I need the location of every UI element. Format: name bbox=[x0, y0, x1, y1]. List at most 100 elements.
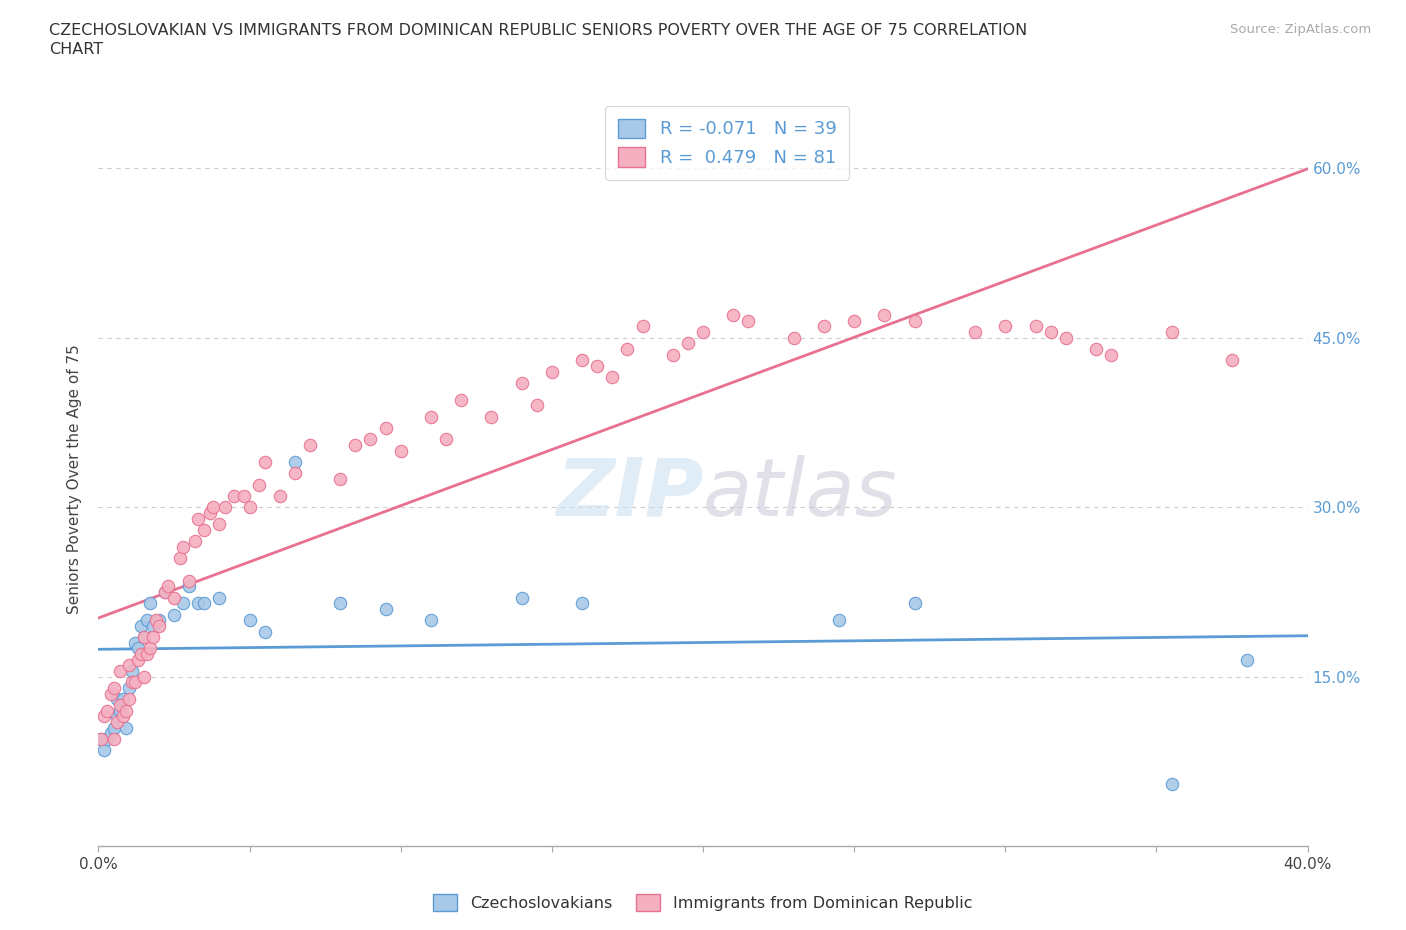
Point bbox=[153, 585, 176, 600]
Point bbox=[118, 681, 141, 696]
Point bbox=[284, 455, 307, 470]
Point bbox=[284, 466, 307, 481]
Point bbox=[129, 618, 152, 633]
Point bbox=[1236, 652, 1258, 667]
Point bbox=[329, 472, 352, 486]
Point bbox=[96, 732, 118, 747]
Point bbox=[420, 613, 443, 628]
Point bbox=[374, 602, 396, 617]
Point bbox=[723, 308, 745, 323]
Point bbox=[510, 376, 533, 391]
Point bbox=[813, 319, 835, 334]
Point bbox=[100, 725, 122, 740]
Point bbox=[139, 596, 162, 611]
Y-axis label: Seniors Poverty Over the Age of 75: Seniors Poverty Over the Age of 75 bbox=[67, 344, 83, 614]
Point bbox=[1054, 330, 1077, 345]
Point bbox=[239, 499, 262, 514]
Point bbox=[169, 551, 191, 565]
Point bbox=[1024, 319, 1046, 334]
Point bbox=[586, 358, 609, 373]
Point bbox=[184, 534, 207, 549]
Point bbox=[132, 630, 155, 644]
Point bbox=[172, 539, 194, 554]
Point bbox=[224, 488, 246, 503]
Point bbox=[631, 319, 654, 334]
Point bbox=[389, 444, 412, 458]
Point bbox=[148, 618, 170, 633]
Point bbox=[187, 596, 209, 611]
Point bbox=[214, 499, 236, 514]
Point bbox=[253, 455, 276, 470]
Point bbox=[179, 573, 201, 588]
Point bbox=[108, 664, 131, 679]
Point bbox=[93, 743, 115, 758]
Point bbox=[965, 325, 987, 339]
Point bbox=[510, 591, 533, 605]
Point bbox=[148, 613, 170, 628]
Point bbox=[247, 477, 270, 492]
Point bbox=[1160, 777, 1182, 791]
Point bbox=[1220, 352, 1243, 367]
Point bbox=[208, 517, 231, 532]
Legend: Czechoslovakians, Immigrants from Dominican Republic: Czechoslovakians, Immigrants from Domini… bbox=[427, 888, 979, 917]
Point bbox=[571, 352, 593, 367]
Point bbox=[124, 675, 146, 690]
Text: ZIP: ZIP bbox=[555, 455, 703, 533]
Point bbox=[571, 596, 593, 611]
Point bbox=[118, 658, 141, 673]
Text: atlas: atlas bbox=[703, 455, 898, 533]
Point bbox=[232, 488, 254, 503]
Point bbox=[103, 681, 125, 696]
Point bbox=[132, 630, 155, 644]
Point bbox=[526, 398, 548, 413]
Point bbox=[90, 732, 112, 747]
Point bbox=[1160, 325, 1182, 339]
Point bbox=[661, 347, 683, 362]
Point bbox=[103, 732, 125, 747]
Point bbox=[105, 714, 128, 729]
Point bbox=[873, 308, 896, 323]
Point bbox=[96, 703, 118, 718]
Point bbox=[142, 630, 165, 644]
Point bbox=[420, 409, 443, 424]
Point bbox=[121, 675, 143, 690]
Point bbox=[208, 591, 231, 605]
Point bbox=[692, 325, 714, 339]
Point bbox=[1039, 325, 1062, 339]
Point bbox=[676, 336, 699, 351]
Text: Source: ZipAtlas.com: Source: ZipAtlas.com bbox=[1230, 23, 1371, 36]
Point bbox=[124, 635, 146, 650]
Point bbox=[100, 686, 122, 701]
Point bbox=[114, 703, 136, 718]
Point bbox=[434, 432, 457, 446]
Point bbox=[172, 596, 194, 611]
Point bbox=[127, 652, 149, 667]
Point bbox=[481, 409, 503, 424]
Point bbox=[156, 578, 179, 593]
Text: CHART: CHART bbox=[49, 42, 103, 57]
Point bbox=[904, 596, 927, 611]
Point bbox=[193, 523, 215, 538]
Point bbox=[193, 596, 215, 611]
Point bbox=[135, 646, 157, 661]
Point bbox=[132, 670, 155, 684]
Text: CZECHOSLOVAKIAN VS IMMIGRANTS FROM DOMINICAN REPUBLIC SENIORS POVERTY OVER THE A: CZECHOSLOVAKIAN VS IMMIGRANTS FROM DOMIN… bbox=[49, 23, 1028, 38]
Point bbox=[1099, 347, 1122, 362]
Point bbox=[121, 664, 143, 679]
Point bbox=[540, 365, 562, 379]
Point bbox=[783, 330, 806, 345]
Point bbox=[129, 646, 152, 661]
Point bbox=[616, 341, 638, 356]
Point bbox=[450, 392, 472, 407]
Point bbox=[111, 709, 134, 724]
Point bbox=[239, 613, 262, 628]
Point bbox=[253, 624, 276, 639]
Point bbox=[904, 313, 927, 328]
Point bbox=[163, 591, 186, 605]
Point bbox=[93, 709, 115, 724]
Point bbox=[202, 499, 225, 514]
Point bbox=[127, 641, 149, 656]
Point bbox=[374, 420, 396, 435]
Point bbox=[108, 703, 131, 718]
Point bbox=[269, 488, 291, 503]
